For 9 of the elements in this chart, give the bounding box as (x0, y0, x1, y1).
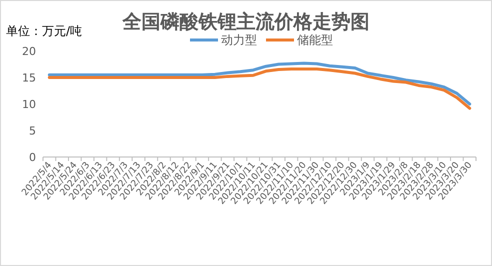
y-tick-label: 5 (29, 124, 36, 138)
y-tick-label: 0 (29, 151, 36, 164)
chart-title: 全国磷酸铁锂主流价格走势图 (122, 11, 370, 33)
y-tick-label: 20 (22, 45, 36, 58)
y-tick-label: 15 (22, 72, 36, 84)
y-tick-label: 10 (22, 98, 36, 111)
legend-label: 储能型 (297, 33, 333, 47)
y-axis-title: 单位：万元/吨 (6, 24, 82, 38)
legend-label: 动力型 (221, 33, 257, 47)
